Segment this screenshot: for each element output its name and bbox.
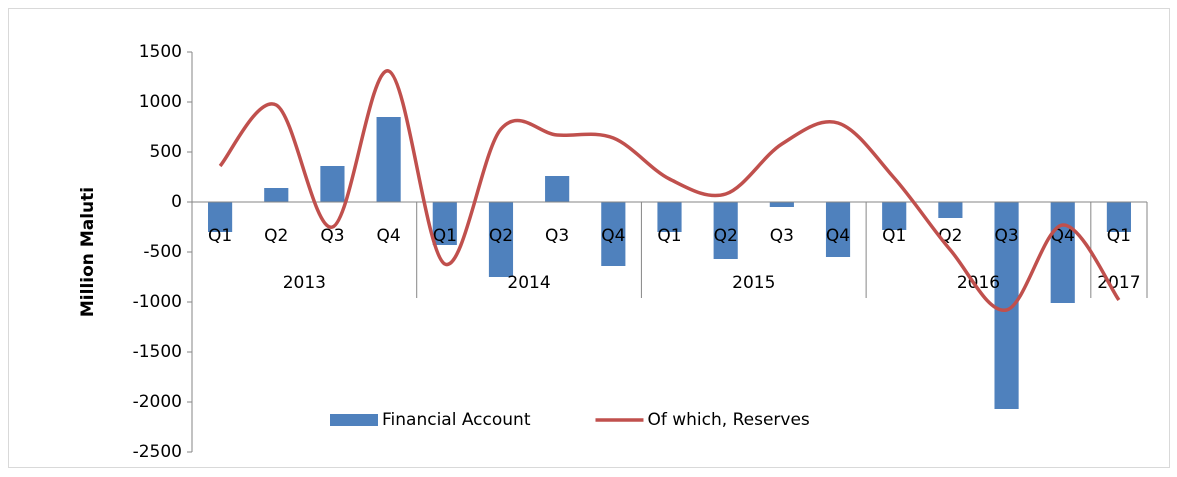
y-tick-label: -2500	[133, 442, 182, 462]
x-tick-label: Q2	[938, 226, 962, 246]
x-tick-label: Q1	[433, 226, 457, 246]
bar	[376, 117, 401, 202]
y-tick-label: 500	[150, 142, 182, 162]
group-label: 2015	[732, 273, 775, 293]
x-tick-label: Q3	[994, 226, 1018, 246]
x-tick-label: Q4	[377, 226, 401, 246]
bar	[601, 202, 626, 266]
x-tick-label: Q4	[601, 226, 625, 246]
bar	[657, 202, 682, 232]
x-tick-label: Q2	[714, 226, 738, 246]
legend-label: Financial Account	[382, 410, 531, 430]
bar	[882, 202, 907, 230]
x-tick-label: Q3	[320, 226, 344, 246]
x-tick-label: Q4	[826, 226, 850, 246]
bar	[320, 166, 345, 202]
legend-swatch	[330, 414, 378, 426]
bar	[432, 202, 457, 245]
y-tick-label: -2000	[133, 392, 182, 412]
x-tick-label: Q3	[770, 226, 794, 246]
x-tick-label: Q3	[545, 226, 569, 246]
bar	[488, 202, 514, 277]
y-tick-label: -1000	[133, 292, 182, 312]
bar	[713, 202, 738, 259]
x-tick-label: Q4	[1051, 226, 1075, 246]
y-tick-label: -1500	[133, 342, 182, 362]
group-label: 2014	[507, 273, 550, 293]
line	[218, 69, 1121, 312]
x-tick-label: Q2	[489, 226, 513, 246]
y-tick-label: 1000	[139, 92, 182, 112]
bar	[825, 202, 851, 257]
bar	[208, 202, 233, 232]
group-label: 2013	[283, 273, 326, 293]
bar	[1106, 202, 1131, 232]
bar	[264, 188, 289, 202]
bar	[1050, 202, 1075, 303]
x-tick-label: Q1	[208, 226, 232, 246]
y-tick-label: 0	[171, 192, 182, 212]
y-tick-label: -500	[143, 242, 182, 262]
x-tick-label: Q1	[1107, 226, 1131, 246]
group-label: 2016	[957, 273, 1000, 293]
chart-frame	[8, 8, 1170, 468]
y-axis-label: Million Maluti	[78, 187, 98, 317]
legend-label: Of which, Reserves	[647, 410, 809, 430]
x-tick-label: Q1	[882, 226, 906, 246]
bar	[938, 202, 963, 218]
x-tick-label: Q1	[657, 226, 681, 246]
y-tick-label: 1500	[139, 42, 182, 62]
bar	[769, 202, 794, 207]
bar	[545, 176, 570, 202]
x-tick-label: Q2	[264, 226, 288, 246]
